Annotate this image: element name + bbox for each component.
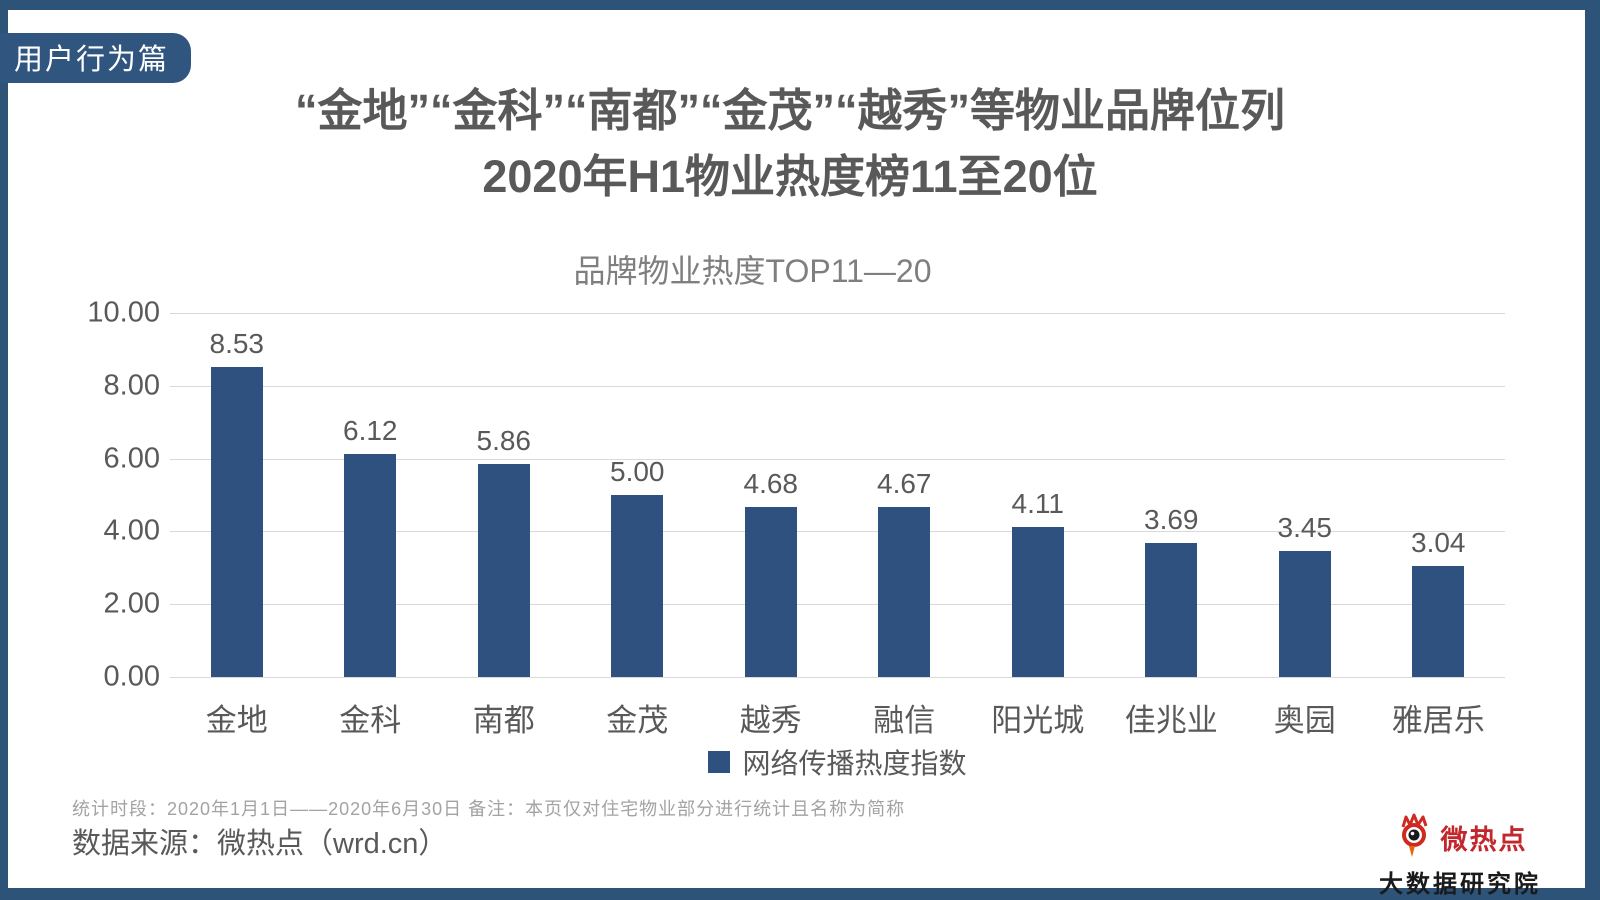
bar-group: 5.86 xyxy=(437,313,571,677)
bar xyxy=(1412,566,1465,677)
brand-name: 微热点 xyxy=(1440,825,1528,855)
bar xyxy=(744,506,797,677)
gridline xyxy=(170,677,1505,678)
bar-group: 8.53 xyxy=(170,313,304,677)
bar-value-label: 4.11 xyxy=(1011,488,1064,520)
bar xyxy=(611,495,664,677)
frame-right xyxy=(1585,0,1600,900)
bar-value-label: 5.00 xyxy=(610,456,665,487)
bar-value-label: 3.45 xyxy=(1277,512,1333,544)
bar xyxy=(1278,551,1331,677)
bar-value-label: 3.04 xyxy=(1411,527,1466,559)
gridline xyxy=(170,313,1505,314)
section-badge: 用户行为篇 xyxy=(0,33,192,83)
bar xyxy=(344,454,397,677)
section-badge-label: 用户行为篇 xyxy=(14,44,170,76)
plot-area: 8.53 6.12 5.86 5.00 4.68 4.67 4.11 3.69 3.45 3.04 xyxy=(170,313,1505,678)
x-tick-label: 金地 xyxy=(205,703,268,738)
frame-top xyxy=(0,0,1600,10)
page-title-line1: “金地”“金科”“南都”“金茂”“越秀”等物业品牌位列 xyxy=(294,85,1285,136)
bar-value-label: 5.86 xyxy=(476,424,532,456)
x-tick-label: 佳兆业 xyxy=(1124,703,1218,738)
bar xyxy=(878,507,931,677)
bar xyxy=(1011,527,1064,677)
gridline xyxy=(170,385,1505,387)
gridline xyxy=(170,604,1505,606)
bar-group: 3.69 xyxy=(1105,313,1239,677)
chart-title: 品牌物业热度TOP11—20 xyxy=(573,253,932,289)
y-tick-label: 2.00 xyxy=(103,587,160,620)
eye-icon xyxy=(1393,812,1437,863)
gridline xyxy=(170,458,1505,460)
bar-group: 5.00 xyxy=(571,313,705,677)
x-axis-labels: 金地 金科 南都 金茂 越秀 融信 阳光城 佳兆业 奥园 雅居乐 xyxy=(170,695,1505,740)
bar-group: 4.11 xyxy=(971,313,1105,677)
bar-group: 3.04 xyxy=(1372,313,1506,677)
x-tick-label: 阳光城 xyxy=(991,703,1085,738)
x-tick-label: 雅居乐 xyxy=(1391,703,1485,738)
bar-group: 4.67 xyxy=(838,313,972,677)
x-tick-label: 融信 xyxy=(873,703,936,738)
x-tick-label: 金科 xyxy=(339,703,402,738)
frame-bottom xyxy=(0,888,1600,900)
bar-value-label: 3.69 xyxy=(1144,503,1199,535)
x-tick-label: 南都 xyxy=(472,703,535,738)
bar-group: 6.12 xyxy=(304,313,438,677)
x-tick-label: 金茂 xyxy=(606,703,669,738)
bar-value-label: 4.67 xyxy=(877,468,932,500)
y-tick-label: 10.00 xyxy=(87,296,160,329)
bar-group: 4.68 xyxy=(704,313,838,677)
bar xyxy=(210,366,263,677)
footnote: 统计时段：2020年1月1日——2020年6月30日 备注：本页仅对住宅物业部分… xyxy=(72,799,906,819)
bar xyxy=(477,463,530,677)
gridline xyxy=(170,531,1505,533)
x-tick-label: 奥园 xyxy=(1273,703,1336,738)
data-source: 数据来源：微热点（wrd.cn） xyxy=(72,828,448,860)
x-tick-label: 越秀 xyxy=(739,703,802,738)
page-title-line2: 2020年H1物业热度榜11至20位 xyxy=(482,151,1098,202)
legend: 网络传播热度指数 xyxy=(170,742,1505,782)
bar-value-label: 6.12 xyxy=(343,415,398,447)
page-title: “金地”“金科”“南都”“金茂”“越秀”等物业品牌位列 2020年H1物业热度榜… xyxy=(40,78,1540,210)
legend-label: 网络传播热度指数 xyxy=(742,748,967,779)
bar xyxy=(1145,542,1198,677)
brand-logo: 微热点 大数据研究院 xyxy=(1360,812,1560,899)
bar-value-label: 8.53 xyxy=(209,327,265,359)
frame-left xyxy=(0,0,8,900)
y-axis-labels: 0.00 2.00 4.00 6.00 8.00 10.00 xyxy=(55,297,160,693)
bar-group: 3.45 xyxy=(1238,313,1372,677)
bars: 8.53 6.12 5.86 5.00 4.68 4.67 4.11 3.69 3.45 3.04 xyxy=(170,313,1505,677)
y-tick-label: 6.00 xyxy=(103,442,160,475)
y-tick-label: 0.00 xyxy=(103,660,160,693)
brand-subtitle: 大数据研究院 xyxy=(1379,871,1541,898)
legend-swatch xyxy=(708,751,731,773)
bar-value-label: 4.68 xyxy=(743,467,799,499)
y-tick-label: 4.00 xyxy=(103,514,160,547)
y-tick-label: 8.00 xyxy=(103,369,160,402)
